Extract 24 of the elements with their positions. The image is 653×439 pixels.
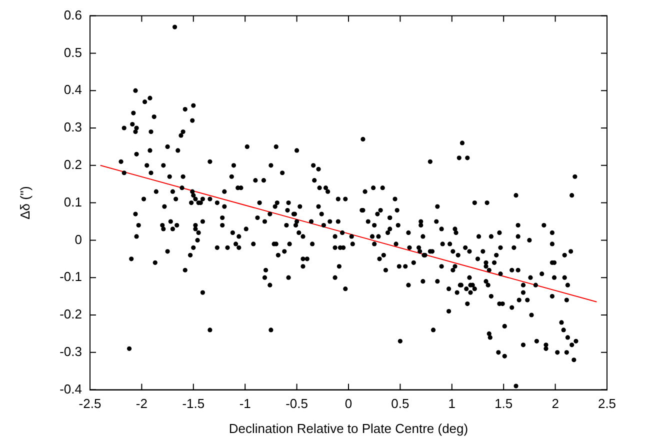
y-tick-label: 0 bbox=[74, 232, 82, 247]
y-tick-label: 0.4 bbox=[64, 82, 82, 98]
x-tick-label: 1 bbox=[448, 396, 456, 412]
x-tick-label: -2 bbox=[136, 396, 148, 412]
y-tick-label: -0.4 bbox=[60, 381, 82, 396]
x-tick-label: -2.5 bbox=[78, 396, 102, 412]
x-tick-label: -1 bbox=[239, 396, 251, 412]
x-tick-label: 2.5 bbox=[598, 396, 616, 412]
x-axis-title: Declination Relative to Plate Centre (deg) bbox=[228, 420, 468, 436]
y-tick-label: 0.5 bbox=[64, 44, 82, 60]
x-tick-label: 2 bbox=[552, 396, 559, 412]
y-axis-title: Δδ ('') bbox=[17, 186, 32, 220]
x-tick-label: -1.5 bbox=[182, 396, 205, 412]
x-tick-label: 0.5 bbox=[391, 396, 410, 412]
y-tick-label: -0.3 bbox=[60, 344, 82, 359]
x-tick-label: 0 bbox=[344, 396, 352, 412]
y-tick-label: 0.3 bbox=[64, 120, 82, 135]
y-tick-label: 0.6 bbox=[64, 7, 82, 22]
x-tick-label: 1.5 bbox=[494, 396, 513, 412]
y-tick-label: 0.1 bbox=[64, 194, 82, 210]
x-tick-label: -0.5 bbox=[286, 396, 308, 412]
y-tick-label: -0.2 bbox=[60, 306, 82, 322]
y-tick-label: -0.1 bbox=[60, 269, 82, 284]
y-tick-label: 0.2 bbox=[64, 156, 82, 172]
